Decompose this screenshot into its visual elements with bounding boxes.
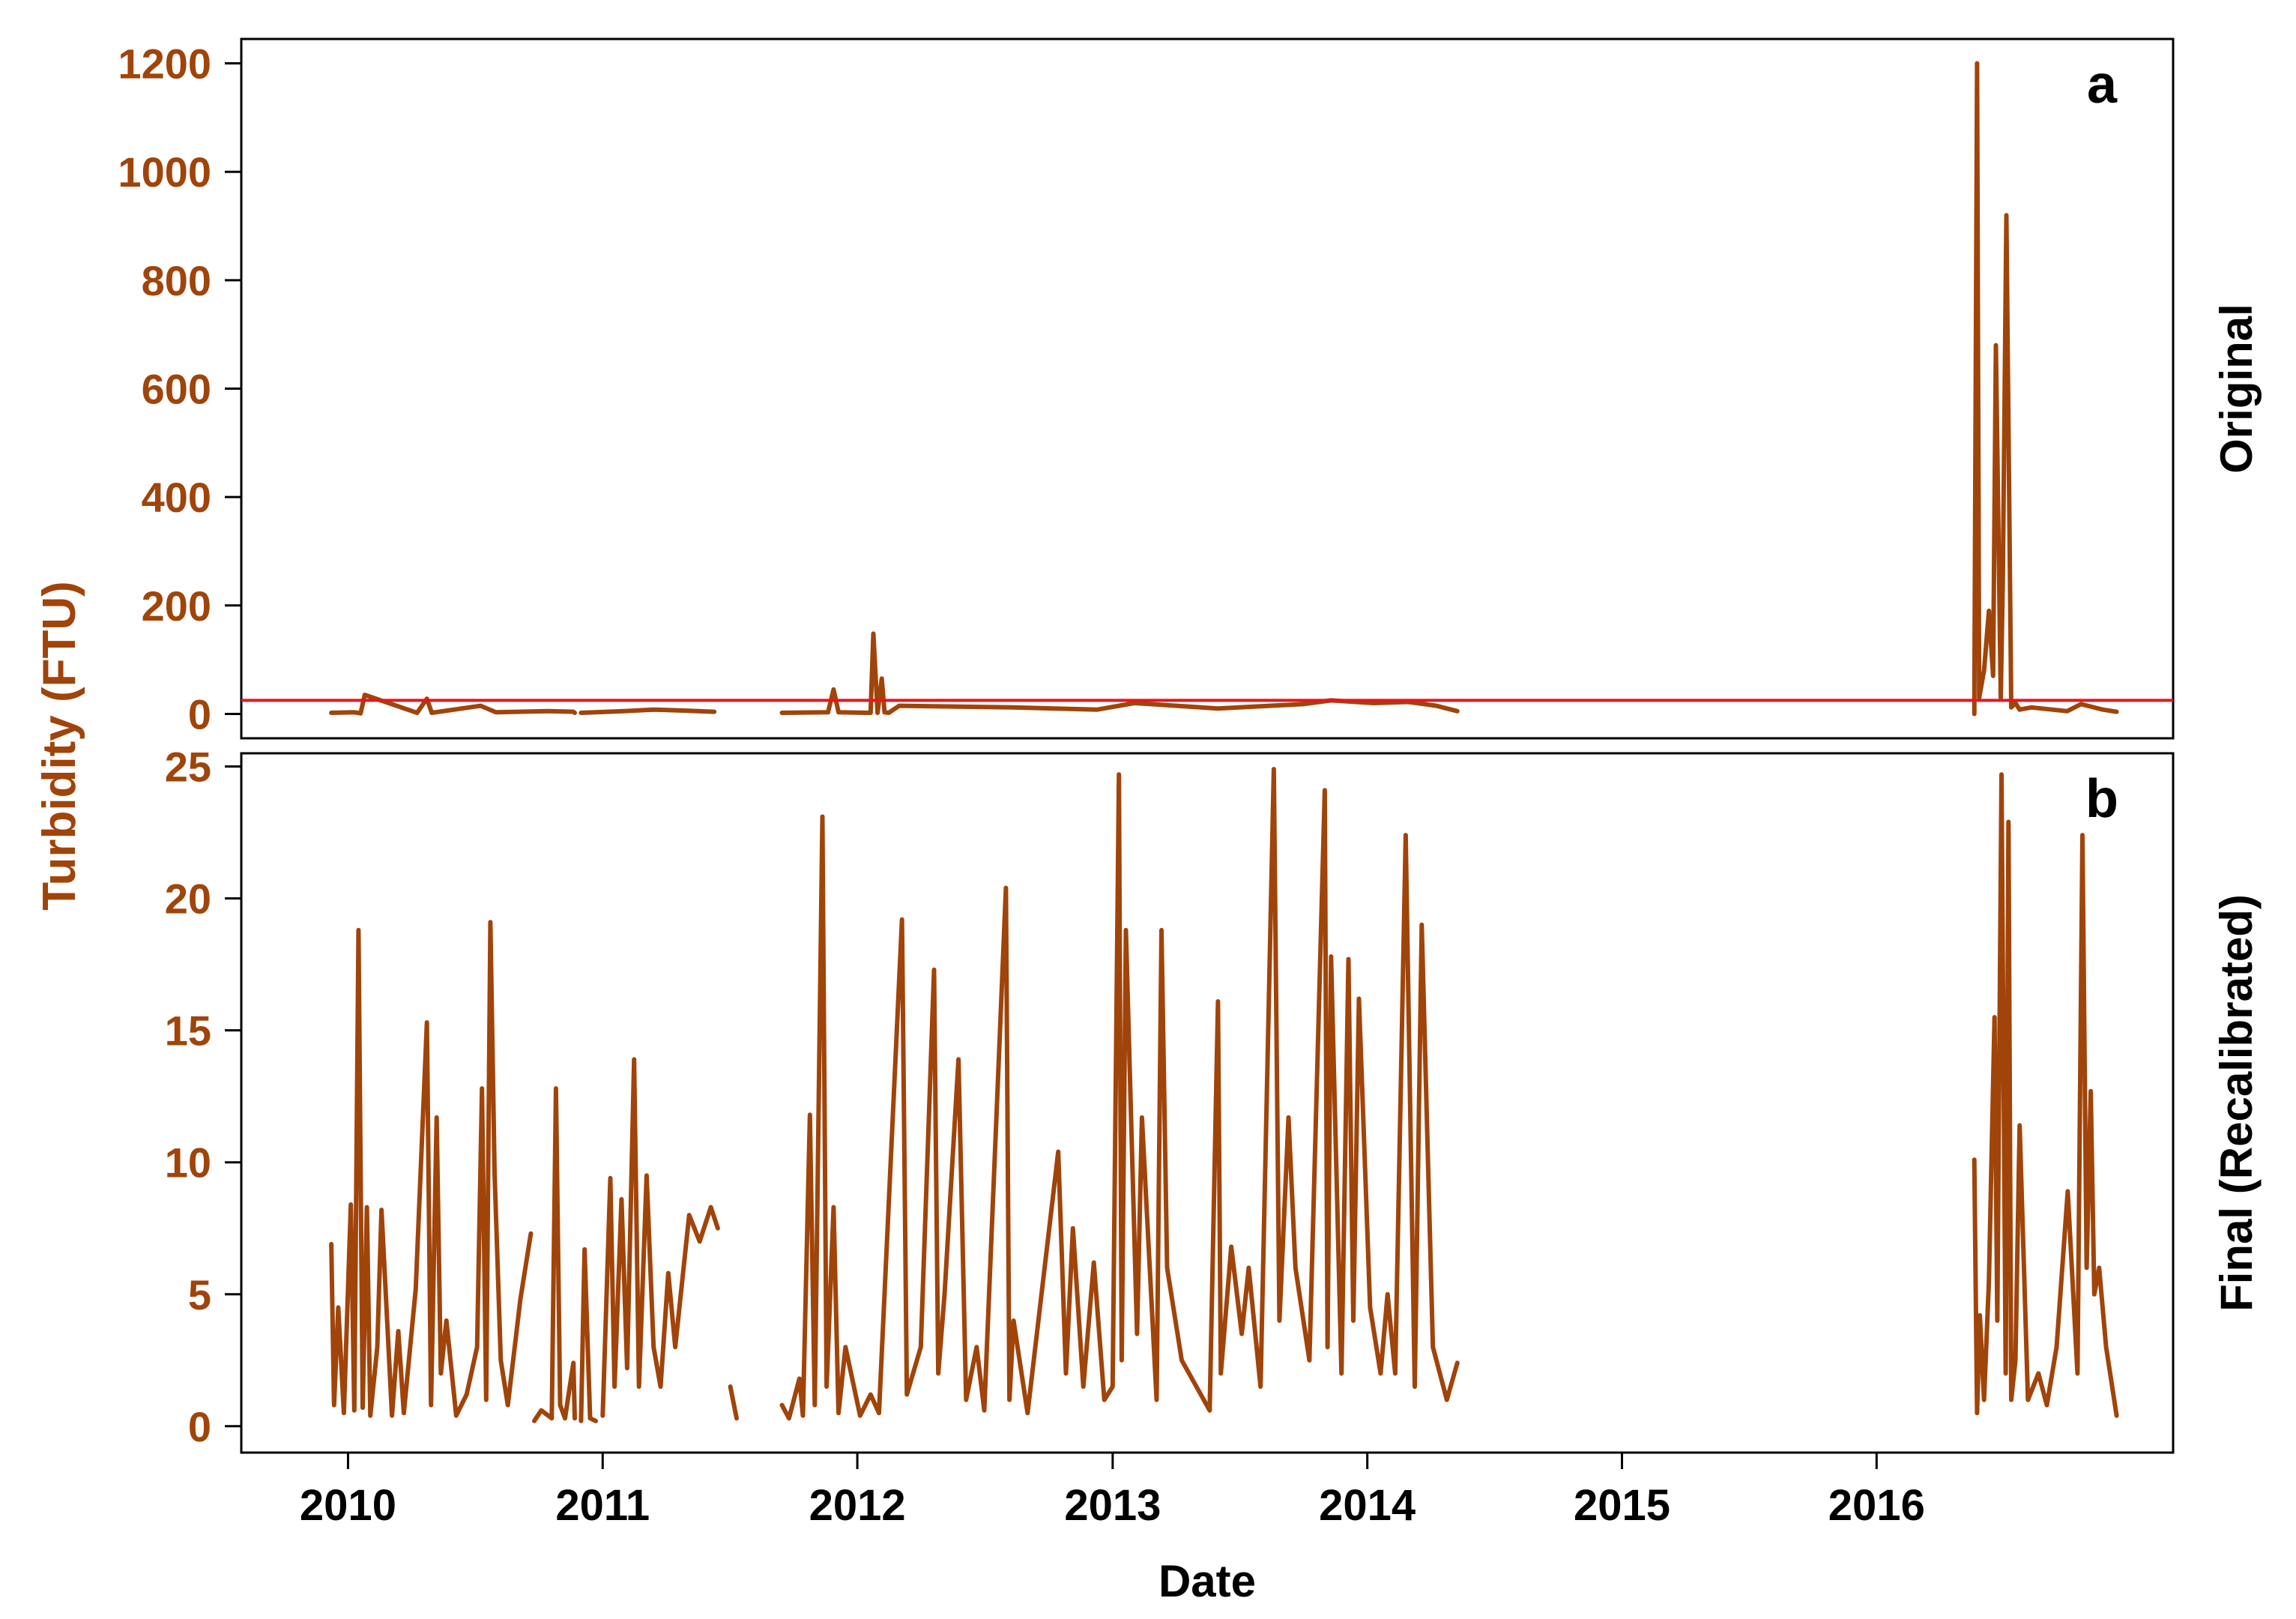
panel-a: 0 200 400 600 800 1000 1200 a Original xyxy=(118,37,2262,740)
y-tick-label: 1200 xyxy=(118,40,211,88)
y-tick-label: 0 xyxy=(188,1403,211,1450)
y-tick-label: 600 xyxy=(142,366,211,413)
series-line-1-segment-6 xyxy=(779,767,1460,1421)
x-tick-label: 2010 xyxy=(300,1481,396,1530)
y-tick-label: 20 xyxy=(165,875,211,923)
y-tick-label: 1000 xyxy=(118,148,211,196)
y-axis-title: Turbidity (FTU) xyxy=(34,581,85,911)
series-line-1-segment-1 xyxy=(329,693,577,716)
y-tick-label: 200 xyxy=(142,582,211,630)
x-axis-title: Date xyxy=(1158,1556,1256,1606)
x-tick-label: 2012 xyxy=(809,1481,906,1530)
y-tick-label: 400 xyxy=(142,474,211,521)
series-line-1-segment-2 xyxy=(578,707,717,715)
series-line-1-segment-2 xyxy=(532,1086,577,1423)
y-tick-label: 800 xyxy=(142,257,211,304)
y-tick-label: 5 xyxy=(188,1271,211,1318)
x-tick-label: 2016 xyxy=(1828,1481,1925,1530)
y-tick-label: 10 xyxy=(165,1139,211,1187)
series-line-1-segment-3 xyxy=(779,631,1460,715)
series-line-1-segment-5 xyxy=(728,1384,739,1421)
panel-frame xyxy=(240,37,2175,740)
side-label: Final (Recalibrated) xyxy=(2211,894,2262,1312)
series-line-1-segment-7 xyxy=(1972,772,2119,1418)
series-line-1-segment-3 xyxy=(578,1246,598,1423)
panel-frame xyxy=(240,752,2175,1454)
y-tick-label: 15 xyxy=(165,1007,211,1055)
y-tick-label: 0 xyxy=(188,690,211,738)
series-line-2-segment-1 xyxy=(1972,61,2119,717)
series-line-1-segment-4 xyxy=(600,1057,720,1418)
x-tick-label: 2011 xyxy=(555,1481,650,1530)
panel-label: b xyxy=(2085,769,2118,829)
panel-label: a xyxy=(2087,55,2118,115)
series-line-1-segment-1 xyxy=(329,920,534,1418)
x-tick-label: 2014 xyxy=(1319,1481,1416,1530)
y-tick-label: 25 xyxy=(165,744,211,791)
x-axis: 2010 2011 2012 2013 2014 2015 2016 xyxy=(300,1453,1925,1530)
side-label: Original xyxy=(2211,304,2262,474)
x-tick-label: 2015 xyxy=(1574,1481,1670,1530)
panel-b: 0 5 10 15 20 25 b Final (Recalibrated) xyxy=(165,744,2262,1454)
x-tick-label: 2013 xyxy=(1064,1481,1161,1530)
